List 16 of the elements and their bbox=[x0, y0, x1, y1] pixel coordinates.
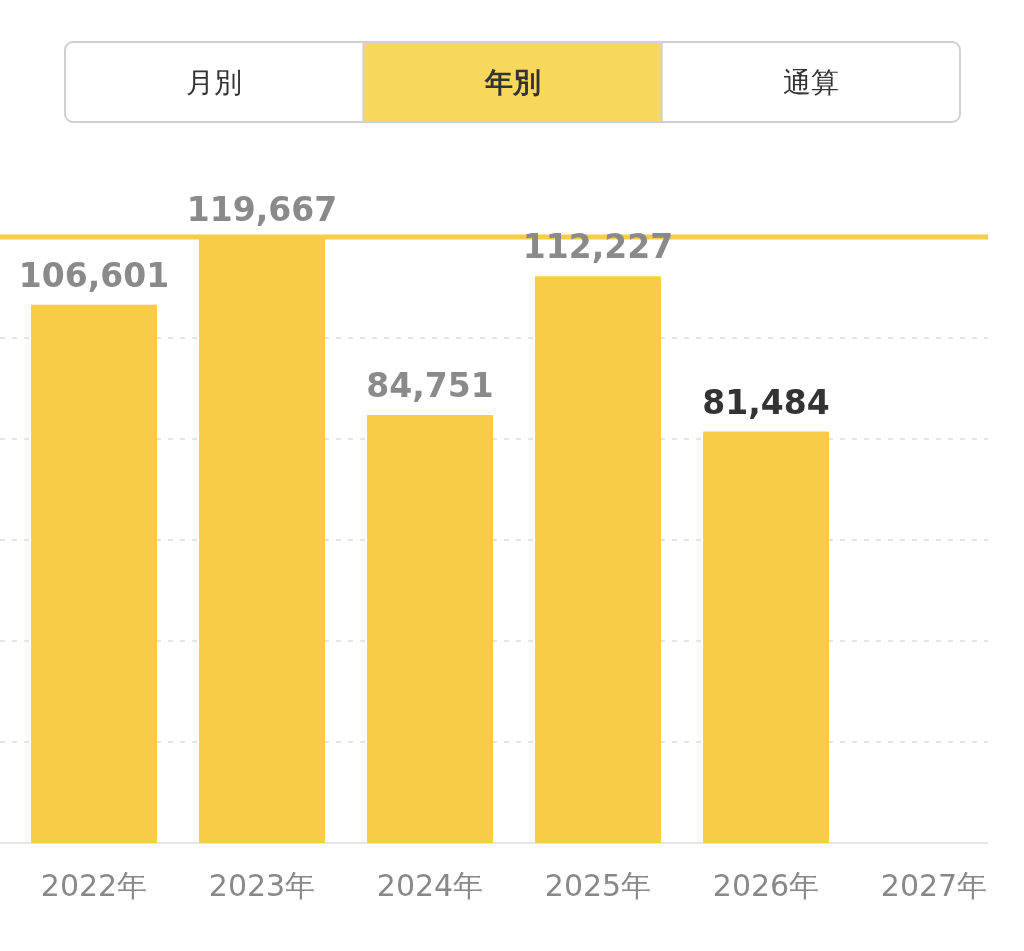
data-label: 81,484 bbox=[702, 382, 830, 422]
bar bbox=[31, 304, 157, 843]
data-label: 119,667 bbox=[186, 189, 338, 229]
x-tick-label: 2025年 bbox=[544, 868, 652, 903]
segmented-control: 月別 年別 通算 bbox=[64, 41, 961, 123]
x-tick-label: 2023年 bbox=[208, 868, 316, 903]
bar bbox=[703, 431, 829, 843]
bar bbox=[367, 415, 493, 843]
data-label: 106,601 bbox=[18, 255, 170, 295]
bar bbox=[535, 276, 661, 843]
data-label: 112,227 bbox=[522, 227, 674, 267]
data-label: 84,751 bbox=[366, 366, 494, 406]
x-tick-label: 2027年 bbox=[880, 868, 988, 903]
x-tick-label: 2026年 bbox=[712, 868, 820, 903]
x-tick-label: 2022年 bbox=[40, 868, 148, 903]
x-tick-label: 2024年 bbox=[376, 868, 484, 903]
